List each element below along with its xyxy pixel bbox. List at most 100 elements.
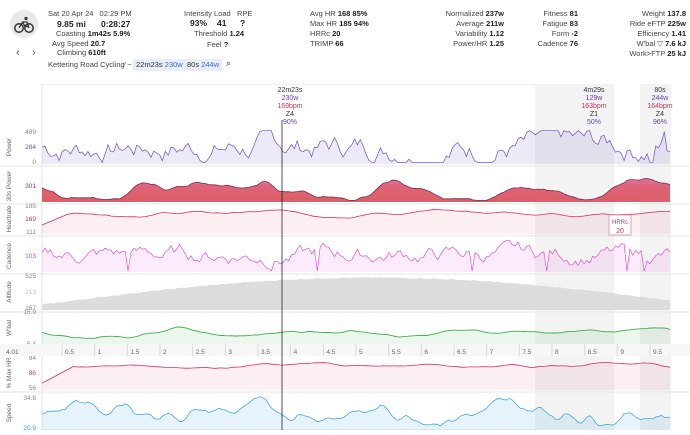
threshold-value: 1.24: [229, 29, 245, 38]
next-activity-button[interactable]: ›: [32, 47, 36, 59]
distance-tick-label: 1: [98, 349, 102, 356]
stat-value: 7.6 kJ: [665, 39, 686, 48]
marker-watts: 129w: [586, 95, 604, 102]
stat-label: Work>FTP: [629, 49, 666, 58]
rpe-label: RPE: [237, 9, 253, 18]
interval-gap: [614, 84, 640, 430]
athlete-stat-row: Work>FTP 25 kJ: [600, 49, 686, 59]
track-value-label: 284: [25, 144, 36, 151]
track-value-label: 0: [32, 159, 36, 166]
power30-line: [41, 178, 671, 201]
distance-tick-label: 5.5: [392, 349, 401, 356]
stat-extra: 94%: [353, 19, 369, 28]
stat-label: Variability: [455, 29, 488, 38]
wbal-line: [41, 326, 671, 339]
stat-extra: 85%: [352, 9, 368, 18]
stat-label: Power/HR: [453, 39, 488, 48]
track-value-label: 301: [25, 183, 36, 190]
stat-label: Weight: [641, 9, 666, 18]
power-stat-row: Normalized 237w: [424, 9, 504, 19]
marker-watts: 230w: [282, 95, 300, 102]
track-name: W'bal: [6, 319, 13, 336]
feel-value[interactable]: ?: [223, 40, 229, 49]
athlete-stat-row: Weight 137.8: [600, 9, 686, 19]
np-chip[interactable]: 80s 244w: [184, 59, 223, 71]
power-stat-row: Average 211w: [424, 19, 504, 29]
marker-watts: 244w: [652, 95, 670, 102]
activity-time[interactable]: 02:29 PM: [99, 9, 132, 18]
selection-watts: 230w: [164, 60, 183, 69]
np-label: 80s: [187, 60, 200, 69]
track-value-label: 103: [25, 253, 36, 260]
marker-time: 80s: [654, 87, 666, 94]
avg-speed-label: Avg Speed: [52, 39, 89, 48]
duration-value: 0:28:27: [101, 19, 131, 29]
track-value-label: 16.9: [23, 309, 36, 316]
athlete-stat-row: Efficiency 1.41: [600, 29, 686, 39]
search-icon[interactable]: ⌕: [226, 58, 232, 68]
pcthr-area: [42, 362, 670, 390]
stat-label: Max HR: [310, 19, 338, 28]
athlete-stat-row[interactable]: W'bal ▽ 7.6 kJ: [600, 39, 686, 49]
previous-activity-button[interactable]: ‹: [16, 47, 20, 59]
stat-label: Fitness: [543, 9, 568, 18]
distance-axis-bg: [0, 344, 690, 356]
stat-value: 1.25: [489, 39, 504, 48]
activity-header: ‹ › Sat 20 Apr 24 02:29 PM 9.85 mi 0:28:…: [0, 0, 690, 84]
fitness-stat-row: Cadence 76: [520, 39, 578, 49]
stat-value: 1.12: [489, 29, 504, 38]
athlete-stats: Weight 137.8 Ride eFTP 225w Efficiency 1…: [600, 9, 686, 59]
edit-icon[interactable]: ∕ ~: [124, 60, 132, 69]
climbing-label: Climbing: [57, 48, 87, 57]
load-label: Load: [214, 9, 231, 18]
marker-hr: 163bpm: [581, 103, 606, 110]
track-name: Cadence: [6, 243, 13, 269]
marker-pct: 50%: [587, 119, 601, 126]
hrrc-box: [608, 214, 632, 236]
stat-label: Ride eFTP: [629, 19, 666, 28]
distance-tick-label: 3.5: [261, 349, 270, 356]
distance-tick-label: 3: [228, 349, 232, 356]
track-value-label: 169: [25, 216, 36, 223]
altitude-area: [42, 277, 670, 310]
stat-label: Fatigue: [542, 19, 568, 28]
distance-tick-label: 1.5: [130, 349, 139, 356]
marker-zone: Z1: [590, 111, 598, 118]
hrrc-label: HRRc: [612, 220, 628, 226]
stat-label: Average: [456, 19, 484, 28]
speed-area: [42, 396, 670, 430]
fitness-stat-row: Form -2: [520, 29, 578, 39]
selection-chip[interactable]: 22m23s 230w: [133, 59, 186, 71]
fitness-stat-row: Fatigue 83: [520, 19, 578, 29]
distance-tick-label: 6.5: [457, 349, 466, 356]
activity-date-row: Sat 20 Apr 24 02:29 PM: [48, 9, 132, 19]
distance-tick-label: 4.5: [326, 349, 335, 356]
distance-tick-label: 2: [163, 349, 167, 356]
marker-hr: 164bpm: [647, 103, 672, 110]
coasting-row: Coasting 1m42s 5.9%: [56, 29, 130, 39]
stat-value: 20: [332, 29, 341, 38]
intensity-value: 93%: [190, 18, 208, 28]
track-value-label: 34.8: [23, 395, 36, 402]
hr-stat-row: TRIMP 66: [310, 39, 369, 49]
stat-value: 225w: [667, 19, 686, 28]
activity-name[interactable]: Kettering Road Cycling: [48, 60, 125, 69]
np-watts: 244w: [201, 60, 220, 69]
track-name: Power: [6, 137, 13, 156]
distance-tick-label: 7.5: [522, 349, 531, 356]
hr-line: [41, 208, 671, 226]
stat-label: Cadence: [537, 39, 568, 48]
stat-value: 211w: [486, 19, 504, 28]
stat-value: 76: [569, 39, 578, 48]
track-value-label: 111: [26, 229, 36, 236]
marker-time: 4m29s: [583, 87, 605, 94]
marker-hr: 169bpm: [277, 103, 302, 110]
track-value-label: 525: [25, 273, 36, 280]
track-name: Altitude: [6, 281, 13, 303]
intensity-label: Intensity: [184, 9, 212, 18]
activity-charts[interactable]: Power 489 284 0 30s Power 301 Heartrate 185 169 1…: [0, 83, 690, 433]
stat-label: Form: [551, 29, 570, 38]
fitness-stat-row: Fitness 81: [520, 9, 578, 19]
rpe-value[interactable]: ?: [240, 18, 246, 28]
